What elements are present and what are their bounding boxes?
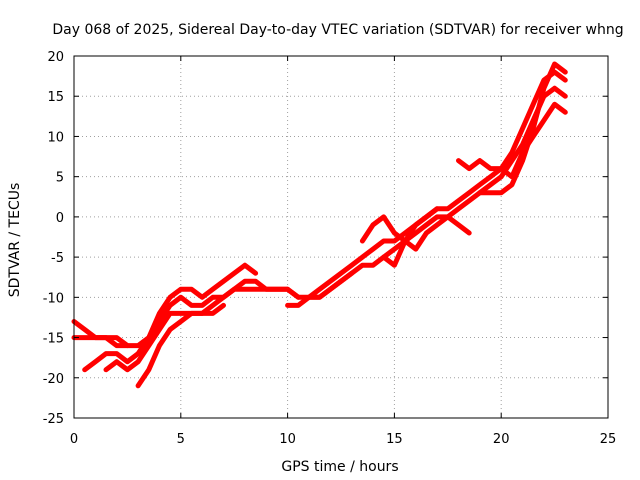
y-axis-label: SDTVAR / TECUs [7, 183, 23, 298]
series-layer [71, 61, 568, 389]
y-tick-label: 0 [56, 211, 64, 226]
series-line-4 [103, 270, 355, 373]
x-tick-label: 20 [493, 432, 510, 447]
y-tick-label: -25 [43, 412, 64, 427]
series-line-5 [135, 302, 226, 389]
series-line-2 [71, 335, 130, 349]
y-tick-label: 20 [47, 50, 64, 65]
y-tick-label: -10 [43, 291, 64, 306]
x-axis-label: GPS time / hours [281, 459, 398, 475]
grid-layer [74, 56, 608, 418]
chart-title: Day 068 of 2025, Sidereal Day-to-day VTE… [52, 22, 623, 38]
series-line-11 [477, 61, 568, 196]
y-tick-label: -20 [43, 372, 64, 387]
y-tick-label: -15 [43, 332, 64, 347]
x-tick-label: 25 [600, 432, 617, 447]
y-tick-label: 15 [47, 90, 64, 105]
x-tick-label: 0 [70, 432, 78, 447]
x-tick-label: 5 [177, 432, 185, 447]
series-line-6 [285, 69, 568, 308]
x-tick-label: 10 [279, 432, 296, 447]
series-line-3 [82, 278, 301, 373]
plot-frame [73, 55, 609, 419]
series-line-9 [381, 206, 440, 268]
x-tick-label: 15 [386, 432, 403, 447]
series-line-7 [306, 85, 568, 300]
y-tick-label: 10 [47, 130, 64, 145]
y-tick-label: -5 [51, 251, 64, 266]
series-line-10 [456, 101, 568, 180]
ticks-layer: 0 5 10 15 20 25 -25 -20 -15 -10 -5 0 5 10 15 20 [43, 50, 617, 447]
series-line-8 [359, 214, 472, 252]
y-tick-label: 5 [56, 171, 64, 186]
